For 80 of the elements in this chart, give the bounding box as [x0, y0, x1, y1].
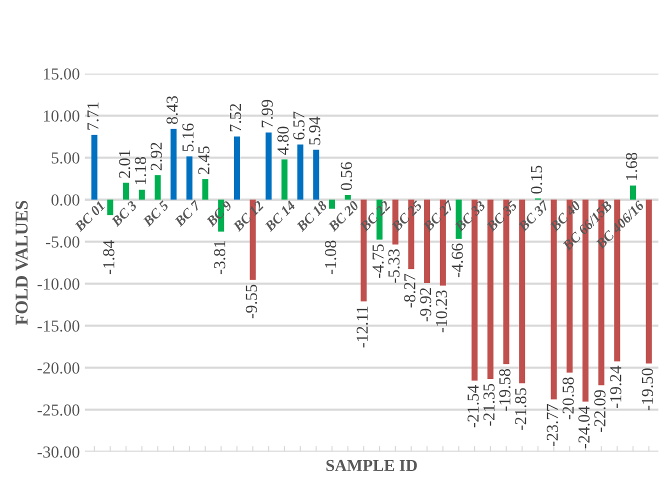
bar: [297, 144, 304, 200]
y-axis-title: FOLD VALUES: [16, 200, 28, 326]
y-tick-label: -25.00: [38, 404, 80, 416]
x-axis-title: SAMPLE ID: [326, 460, 417, 472]
data-label: 1.68: [626, 152, 638, 180]
data-label: -4.66: [452, 244, 463, 278]
bar: [107, 200, 114, 216]
data-label: -1.84: [103, 240, 114, 274]
x-tick-label: BC 35: [486, 200, 518, 232]
data-label: 7.99: [262, 100, 273, 128]
data-label: -21.85: [515, 388, 526, 430]
y-tick-label: 0.00: [51, 194, 80, 206]
data-label: -9.92: [420, 288, 432, 322]
bar: [202, 179, 208, 200]
data-label: 1.18: [134, 157, 146, 184]
bar: [344, 194, 351, 200]
data-label: 2.45: [198, 146, 210, 174]
x-tick-label: BC 7: [174, 200, 202, 228]
data-label: 8.43: [166, 96, 178, 124]
y-tick-label: 10.00: [44, 110, 80, 122]
y-tick-label: -10.00: [38, 278, 80, 290]
x-tick-label: BC 5: [142, 200, 170, 228]
x-tick-label: BC 18: [296, 200, 328, 232]
x-tick-label: BC 22: [359, 200, 391, 232]
data-label: 2.92: [150, 142, 162, 170]
x-tick-label: BC 40: [549, 200, 582, 232]
bar: [91, 134, 98, 200]
bar: [170, 128, 177, 200]
data-label: 0.15: [530, 166, 542, 194]
data-label: 2.01: [118, 150, 130, 178]
data-label: -5.33: [388, 249, 400, 283]
data-label: 4.80: [277, 126, 289, 155]
data-label: -19.58: [499, 369, 511, 411]
x-tick-label: BC 3: [110, 200, 138, 228]
bar: [186, 156, 192, 200]
data-label: -1.08: [324, 240, 336, 274]
data-label: -12.11: [356, 306, 368, 348]
x-tick-label: BC 14: [264, 200, 296, 232]
y-tick-label: -15.00: [38, 320, 80, 332]
bar: [234, 136, 240, 200]
data-label: -8.27: [404, 274, 416, 308]
bar: [313, 150, 320, 200]
data-label: -22.09: [594, 390, 606, 432]
y-tick-label: 15.00: [44, 68, 80, 80]
x-tick-label: BC 12: [232, 200, 264, 232]
x-tick-label: BC 27: [422, 200, 455, 232]
data-label: -21.54: [468, 385, 479, 428]
data-label: -21.35: [483, 384, 495, 426]
x-tick-label: BC 20: [327, 200, 360, 232]
data-label: -23.77: [546, 404, 558, 446]
y-tick-label: -20.00: [38, 362, 80, 374]
data-label: 5.94: [309, 116, 320, 145]
bar: [328, 200, 336, 209]
x-tick-label: BC 25: [390, 200, 423, 232]
data-label: -9.55: [246, 284, 258, 318]
data-label: -20.58: [562, 377, 574, 420]
data-label: -10.23: [436, 290, 448, 332]
data-label: -19.50: [642, 368, 654, 410]
data-label: 7.52: [230, 104, 242, 132]
data-label: -3.81: [214, 241, 226, 274]
bar: [138, 190, 145, 200]
bar: [154, 175, 161, 200]
data-label: -4.75: [372, 244, 384, 278]
data-label: 5.16: [182, 123, 194, 152]
x-tick-label: BC 33: [454, 200, 486, 232]
data-label: 6.57: [293, 112, 305, 140]
x-tick-label: BC 37: [518, 200, 550, 232]
data-label: 7.71: [87, 102, 99, 130]
data-label: 0.56: [340, 162, 352, 190]
bar: [646, 200, 652, 364]
data-label: -19.24: [610, 366, 622, 408]
bar: [630, 186, 636, 200]
bar: [281, 159, 288, 200]
bar: [123, 182, 130, 200]
y-tick-label: -30.00: [38, 446, 80, 458]
bar: [266, 132, 272, 200]
y-tick-label: -5.00: [46, 236, 80, 248]
y-tick-label: 5.00: [52, 152, 80, 164]
x-tick-label: BC 9: [206, 200, 233, 228]
data-label: -24.04: [578, 406, 590, 448]
